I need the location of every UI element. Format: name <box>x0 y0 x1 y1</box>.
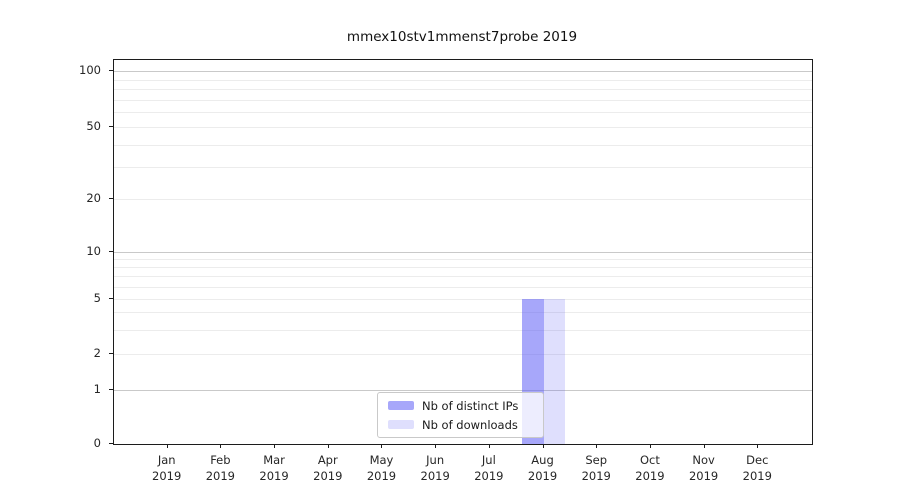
legend-label-distinct-ips: Nb of distinct IPs <box>422 398 519 413</box>
gridline-5 <box>114 299 812 300</box>
x-tick-label-jun: Jun 2019 <box>420 453 450 483</box>
x-tick-sep <box>596 444 598 448</box>
x-tick-label-jan: Jan 2019 <box>152 453 182 483</box>
plot-area <box>113 59 813 445</box>
x-tick-mar <box>274 444 276 448</box>
y-tick-20 <box>109 198 113 199</box>
x-tick-label-nov: Nov 2019 <box>688 453 719 483</box>
x-tick-jan <box>166 444 168 448</box>
x-tick-label-mar: Mar 2019 <box>259 453 289 483</box>
chart-title: mmex10stv1mmenst7probe 2019 <box>346 29 578 45</box>
gridline-minor <box>114 144 812 146</box>
x-tick-label-oct: Oct 2019 <box>635 453 665 483</box>
x-tick-apr <box>327 444 329 448</box>
legend: Nb of distinct IPs Nb of downloads <box>377 392 544 438</box>
y-tick-label-10: 10 <box>86 244 101 258</box>
gridline-50 <box>114 127 812 128</box>
legend-item-downloads: Nb of downloads <box>388 418 533 432</box>
x-tick-label-apr: Apr 2019 <box>313 453 343 483</box>
legend-item-distinct-ips: Nb of distinct IPs <box>388 399 533 413</box>
y-tick-0 <box>109 443 113 444</box>
y-tick-50 <box>109 126 113 127</box>
gridline-10 <box>114 252 812 253</box>
gridline-minor <box>114 329 812 331</box>
x-tick-jul <box>488 444 490 448</box>
x-tick-nov <box>703 444 705 448</box>
x-tick-label-dec: Dec 2019 <box>742 453 772 483</box>
x-tick-aug <box>542 444 544 448</box>
y-tick-label-50: 50 <box>86 119 101 133</box>
x-tick-may <box>381 444 383 448</box>
y-tick-100 <box>109 70 113 71</box>
gridline-minor <box>114 267 812 269</box>
gridline-minor <box>114 276 812 278</box>
x-tick-label-may: May 2019 <box>366 453 397 483</box>
gridline-2 <box>114 354 812 355</box>
gridline-minor <box>114 89 812 91</box>
gridline-minor <box>114 99 812 101</box>
legend-swatch-distinct-ips <box>388 401 414 410</box>
legend-swatch-downloads <box>388 420 414 429</box>
gridline-100 <box>114 71 812 72</box>
x-tick-feb <box>220 444 222 448</box>
y-tick-label-5: 5 <box>93 291 101 305</box>
x-tick-oct <box>649 444 651 448</box>
y-tick-2 <box>109 353 113 354</box>
gridline-20 <box>114 199 812 200</box>
gridline-minor <box>114 259 812 261</box>
x-tick-label-sep: Sep 2019 <box>581 453 611 483</box>
x-tick-label-feb: Feb 2019 <box>205 453 236 483</box>
gridline-minor <box>114 79 812 81</box>
gridline-minor <box>114 112 812 114</box>
gridline-minor <box>114 167 812 169</box>
gridline-minor <box>114 286 812 288</box>
gridline-1 <box>114 390 812 391</box>
x-tick-jun <box>435 444 437 448</box>
y-tick-10 <box>109 251 113 252</box>
x-tick-dec <box>757 444 759 448</box>
y-tick-label-20: 20 <box>86 191 101 205</box>
y-tick-1 <box>109 389 113 390</box>
legend-label-downloads: Nb of downloads <box>422 417 518 432</box>
y-tick-label-100: 100 <box>79 63 101 77</box>
y-tick-label-2: 2 <box>93 346 101 360</box>
y-tick-label-0: 0 <box>93 436 101 450</box>
gridline-minor <box>114 312 812 314</box>
y-tick-5 <box>109 298 113 299</box>
bar-nb-of-downloads-aug <box>543 299 566 444</box>
x-tick-label-aug: Aug 2019 <box>527 453 558 483</box>
x-tick-label-jul: Jul 2019 <box>474 453 504 483</box>
y-tick-label-1: 1 <box>93 382 101 396</box>
